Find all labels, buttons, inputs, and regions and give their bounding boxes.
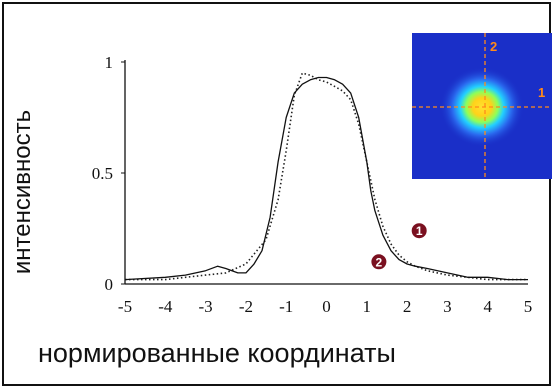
x-tick-label: 5 [524, 297, 533, 316]
axes [124, 60, 528, 285]
series-group [124, 72, 528, 281]
inset-label-1: 1 [538, 85, 545, 100]
tick-labels: -5 -4 -3 -2 -1 0 1 2 3 4 500.51 [92, 53, 533, 316]
y-tick-label: 0.5 [92, 164, 113, 183]
x-tick-label: 0 [322, 297, 331, 316]
x-tick-label: 2 [403, 297, 412, 316]
x-tick-label: 3 [443, 297, 452, 316]
inset-label-2: 2 [490, 39, 497, 54]
series-marker-1 [411, 223, 427, 239]
inset-beam-image: 12 [412, 33, 552, 179]
series-line-2 [124, 76, 528, 281]
x-tick-label: -3 [199, 297, 213, 316]
series-marker-label: 2 [376, 255, 383, 269]
x-tick-label: 1 [363, 297, 372, 316]
x-tick-label: -4 [158, 297, 173, 316]
series-marker-label: 1 [416, 224, 423, 238]
series-marker-2 [371, 254, 387, 270]
x-tick-label: -1 [279, 297, 293, 316]
x-tick-label: -2 [239, 297, 253, 316]
x-axis-label: нормированные координаты [38, 338, 396, 368]
series-markers: 12 [371, 223, 427, 270]
y-tick-label: 1 [105, 53, 114, 72]
x-tick-label: 4 [483, 297, 492, 316]
x-tick-label: -5 [118, 297, 132, 316]
y-axis-label: интенсивность [9, 109, 36, 275]
y-tick-label: 0 [105, 275, 114, 294]
